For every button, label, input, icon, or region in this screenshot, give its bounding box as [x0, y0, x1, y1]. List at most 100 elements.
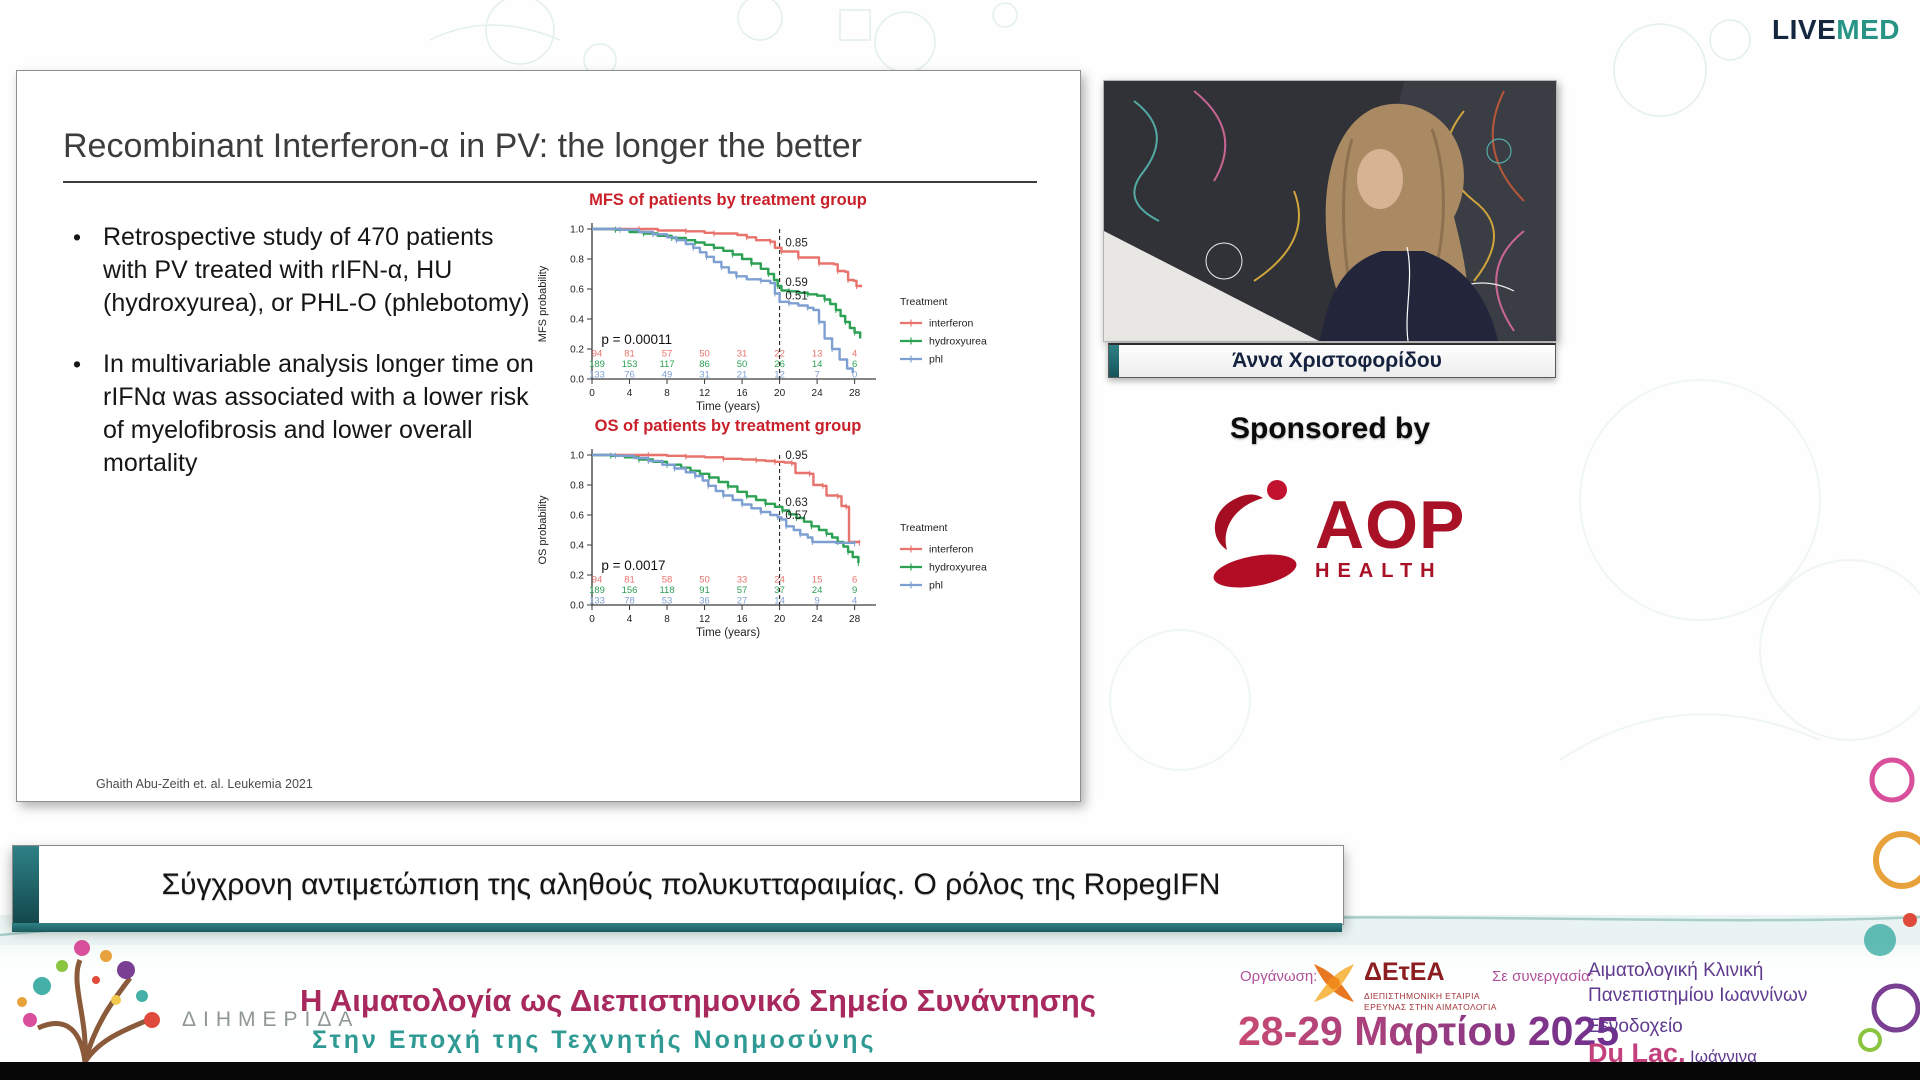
bullet-dot: • — [73, 351, 82, 377]
svg-text:27: 27 — [737, 596, 748, 607]
aop-logo: AOP HEALTH — [1205, 468, 1505, 608]
svg-text:24: 24 — [812, 614, 824, 625]
svg-text:1.0: 1.0 — [570, 225, 584, 236]
svg-text:Treatment: Treatment — [900, 296, 948, 308]
svg-text:24: 24 — [812, 388, 824, 399]
svg-text:hydroxyurea: hydroxyurea — [929, 336, 987, 348]
livemed-live: LIVE — [1772, 14, 1837, 45]
svg-text:0.8: 0.8 — [570, 481, 584, 492]
svg-text:16: 16 — [737, 614, 749, 625]
svg-text:12: 12 — [774, 370, 785, 381]
speaker-silhouette — [1320, 103, 1498, 341]
detea-full-name: ΔΙΕΠΙΣΤΗΜΟΝΙΚΗ ΕΤΑΙΡΙΑ ΕΡΕΥΝΑΣ ΣΤΗΝ ΑΙΜΑ… — [1364, 991, 1497, 1013]
svg-text:0.6: 0.6 — [570, 285, 584, 296]
aop-bird-icon — [1213, 479, 1297, 587]
svg-text:28: 28 — [849, 614, 861, 625]
svg-text:9: 9 — [852, 585, 857, 596]
svg-text:189: 189 — [589, 585, 605, 596]
partner-line1: Αιματολογική Κλινική — [1588, 960, 1764, 981]
banner-accent — [13, 846, 39, 924]
organizer-label: Οργάνωση: — [1240, 968, 1318, 985]
svg-text:50: 50 — [699, 575, 710, 586]
svg-text:0.85: 0.85 — [785, 237, 807, 249]
partner-name: Αιματολογική Κλινική Πανεπιστημίου Ιωανν… — [1588, 958, 1807, 1008]
svg-text:21: 21 — [737, 370, 748, 381]
bottom-black-bar — [0, 1062, 1920, 1080]
detea-acronym: ΔΕτΕΑ — [1364, 958, 1445, 986]
svg-text:0.4: 0.4 — [570, 541, 584, 552]
svg-text:28: 28 — [849, 388, 861, 399]
event-dates: 28-29 Μαρτίου 2025 — [1238, 1008, 1620, 1054]
bullet-item: • In multivariable analysis longer time … — [73, 348, 543, 480]
svg-text:12: 12 — [699, 614, 711, 625]
svg-text:20: 20 — [774, 388, 786, 399]
svg-text:118: 118 — [659, 585, 674, 596]
svg-text:4: 4 — [852, 596, 857, 607]
svg-text:0: 0 — [589, 614, 595, 625]
svg-text:0.8: 0.8 — [570, 255, 584, 266]
svg-text:hydroxyurea: hydroxyurea — [929, 562, 987, 574]
svg-text:0.95: 0.95 — [785, 450, 807, 462]
svg-text:p = 0.00011: p = 0.00011 — [601, 332, 672, 347]
bullet-text: In multivariable analysis longer time on… — [103, 350, 534, 477]
venue-city: Ιωάννινα — [1689, 1047, 1757, 1066]
svg-text:8: 8 — [664, 388, 670, 399]
svg-text:interferon: interferon — [929, 318, 974, 330]
svg-text:94: 94 — [592, 349, 603, 360]
svg-text:Time (years): Time (years) — [696, 627, 760, 639]
svg-text:76: 76 — [624, 370, 635, 381]
svg-text:13: 13 — [812, 349, 823, 360]
speaker-name: Άννα Χριστοφορίδου — [1232, 349, 1442, 372]
svg-text:6: 6 — [852, 575, 857, 586]
footer-title: Η Αιματολογία ως Διεπιστημονικό Σημείο Σ… — [300, 983, 1096, 1018]
svg-text:24: 24 — [774, 575, 785, 586]
svg-text:189: 189 — [589, 359, 605, 370]
svg-text:Treatment: Treatment — [900, 522, 948, 534]
svg-text:81: 81 — [624, 349, 635, 360]
svg-text:Time (years): Time (years) — [696, 401, 760, 413]
svg-text:26: 26 — [774, 359, 785, 370]
title-underline — [63, 181, 1037, 183]
svg-text:58: 58 — [662, 575, 673, 586]
svg-text:57: 57 — [662, 349, 673, 360]
session-title: Σύγχρονη αντιμετώπιση της αληθούς πολυκυ… — [161, 868, 1221, 901]
svg-text:0.59: 0.59 — [785, 277, 807, 289]
svg-text:49: 49 — [662, 370, 673, 381]
detea-full-line2: ΕΡΕΥΝΑΣ ΣΤΗΝ ΑΙΜΑΤΟΛΟΓΙΑ — [1364, 1002, 1497, 1012]
detea-logo-icon — [1314, 964, 1354, 1002]
svg-text:0.2: 0.2 — [570, 345, 584, 356]
svg-text:0.51: 0.51 — [785, 291, 807, 303]
svg-text:interferon: interferon — [929, 544, 974, 556]
svg-text:22: 22 — [774, 349, 785, 360]
detea-full-line1: ΔΙΕΠΙΣΤΗΜΟΝΙΚΗ ΕΤΑΙΡΙΑ — [1364, 991, 1480, 1001]
svg-text:20: 20 — [774, 614, 786, 625]
svg-text:0.63: 0.63 — [785, 497, 807, 509]
partner-line2: Πανεπιστημίου Ιωαννίνων — [1588, 985, 1808, 1006]
partner-label: Σε συνεργασία: — [1492, 968, 1594, 985]
svg-text:117: 117 — [659, 359, 674, 370]
svg-text:91: 91 — [699, 585, 710, 596]
livemed-logo: LIVEMED — [1772, 14, 1900, 46]
svg-text:86: 86 — [699, 359, 710, 370]
bullet-dot: • — [73, 224, 82, 250]
svg-text:81: 81 — [624, 575, 635, 586]
slide-title: Recombinant Interferon-α in PV: the long… — [63, 127, 862, 165]
svg-text:15: 15 — [812, 575, 823, 586]
svg-text:57: 57 — [737, 585, 748, 596]
svg-text:33: 33 — [737, 575, 748, 586]
svg-text:0.6: 0.6 — [570, 511, 584, 522]
svg-text:36: 36 — [699, 596, 710, 607]
svg-text:phl: phl — [929, 354, 943, 366]
svg-text:0.0: 0.0 — [570, 601, 584, 612]
venue-label: Ξενοδοχείο — [1588, 1016, 1683, 1037]
svg-text:31: 31 — [699, 370, 710, 381]
svg-text:6: 6 — [852, 359, 857, 370]
tree-decoration-icon — [17, 940, 160, 1062]
slide-citation: Ghaith Abu-Zeith et. al. Leukemia 2021 — [96, 777, 313, 791]
aop-health-text: HEALTH — [1315, 559, 1443, 582]
mfs-chart: MFS of patients by treatment group 1.0 0.8… — [522, 189, 1062, 449]
speaker-video — [1103, 80, 1557, 342]
os-chart: OS of patients by treatment group 1.0 0.8 0… — [522, 415, 1062, 675]
svg-text:MFS probability: MFS probability — [537, 265, 549, 342]
svg-text:0.4: 0.4 — [570, 315, 584, 326]
